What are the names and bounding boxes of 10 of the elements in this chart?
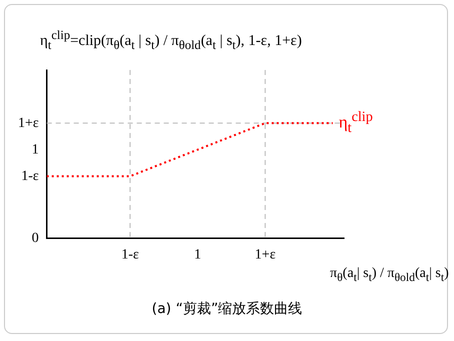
x-tick-label: 1 <box>194 247 202 262</box>
y-tick-label: 1 <box>32 142 39 158</box>
text: (a) “剪裁”缩放系数曲线 <box>150 300 304 318</box>
x-tick-label: 1-ε <box>121 247 139 262</box>
x-tick-label: 1+ε <box>254 247 276 262</box>
y-tick-label: 0 <box>32 230 39 246</box>
chart-title: η$_{t}$$^{clip}$=clip(π$_{θ}$(a$_{t}$ | s$_{t}$) / π$_{θold}$(a$_{t}$ | s$_{t}$), 1-ε, 1+ε) <box>40 28 302 52</box>
y-tick-label: 1+ε <box>18 116 39 131</box>
y-tick-label: 1-ε <box>21 168 39 184</box>
text: π$_{θ}$(a$_{t}$| s$_{t}$) / π$_{θold}$(a$_{t}$| s$_{t}$) <box>330 266 449 284</box>
